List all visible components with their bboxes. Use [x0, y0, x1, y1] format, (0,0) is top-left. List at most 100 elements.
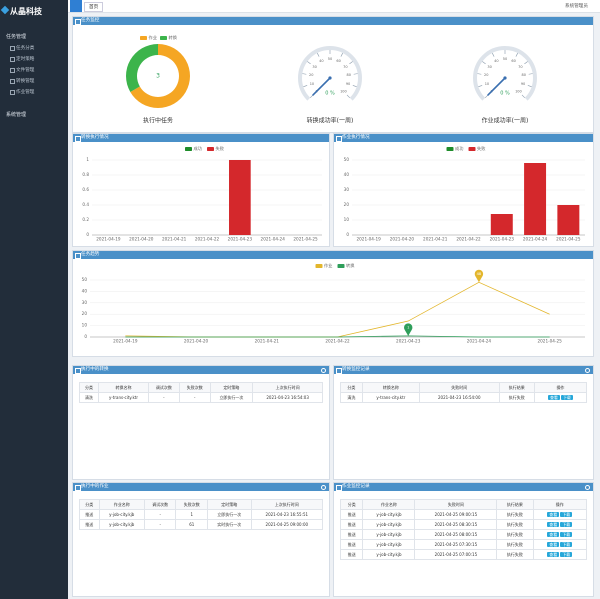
- action-button[interactable]: 查看: [547, 552, 560, 557]
- action-cell: 查看 下载: [532, 519, 588, 530]
- action-button[interactable]: 查看: [547, 542, 560, 547]
- table-cell: 2021-04-25 08:30:15: [414, 519, 498, 530]
- table-cell: 执行失败: [496, 509, 534, 520]
- submenu-item[interactable]: 作业管理: [9, 90, 35, 95]
- column-header: 调试次数: [147, 382, 180, 393]
- panel: 转换执行情况: [72, 133, 330, 247]
- table-cell: y-job-city.kjb: [362, 539, 416, 550]
- data-table: 分类 转换名称 调试次数 失败次数 定时策略 上次执行时间 清洗 y-trans-city.k…: [78, 382, 323, 403]
- table-cell: 推送: [339, 519, 364, 530]
- action-button[interactable]: 下载: [560, 552, 573, 557]
- column-header: 执行结果: [496, 499, 534, 510]
- sidebar: 从晶科技 任务管理 任务分类 定时策略 文件管理 转换管理 作业管理 系统管理: [0, 0, 68, 599]
- table-cell: 执行失败: [496, 539, 534, 550]
- table-cell: y-trans-city.ktr: [98, 392, 149, 403]
- table-cell: 实时执行一次: [207, 519, 252, 530]
- table-cell: y-job-city.kjb: [98, 509, 145, 520]
- table-cell: 2021-04-23 16:55:51: [250, 509, 324, 520]
- table-cell: y-job-city.kjb: [98, 519, 145, 530]
- action-button[interactable]: 查看: [547, 395, 560, 400]
- column-header: 操作: [533, 382, 588, 393]
- panel: 执行中的作业 分类 作业名称 调试次数 失败次数 定时策略 上次执行时间 推送 y-job-ci…: [72, 482, 330, 597]
- menu-item[interactable]: 系统管理: [6, 112, 27, 118]
- action-button[interactable]: 查看: [547, 532, 560, 537]
- action-button[interactable]: 下载: [560, 532, 573, 537]
- column-header: 转换名称: [361, 382, 420, 393]
- column-header: 上次执行时间: [252, 382, 323, 393]
- refresh-button[interactable]: [585, 367, 590, 373]
- table-cell: y-job-city.kjb: [362, 529, 416, 540]
- submenu-item[interactable]: 定时策略: [9, 57, 35, 62]
- table-cell: -: [178, 392, 211, 403]
- refresh-button[interactable]: [321, 484, 326, 490]
- action-button[interactable]: 下载: [560, 512, 573, 517]
- action-button[interactable]: 查看: [547, 522, 560, 527]
- column-header: 调试次数: [143, 499, 177, 510]
- submenu-item[interactable]: 文件管理: [9, 68, 35, 73]
- tab[interactable]: 首页: [84, 2, 104, 12]
- user-menu[interactable]: 系统管理员: [565, 4, 588, 9]
- column-header: 分类: [79, 499, 100, 510]
- column-header: 作业名称: [98, 499, 145, 510]
- menu-item[interactable]: 任务管理: [6, 34, 27, 40]
- table-row: 推送 y-job-city.kjb -61 实时执行一次 2021-04-25 09:0…: [79, 519, 324, 530]
- table-cell: y-job-city.kjb: [362, 509, 416, 520]
- action-cell: 查看 下载: [532, 509, 588, 520]
- panel-title: 任务趋势: [73, 251, 593, 259]
- column-header: 操作: [532, 499, 588, 510]
- table-cell: 推送: [79, 519, 100, 530]
- table-cell: 推送: [339, 539, 364, 550]
- table-row: 推送 y-job-city.kjb -1 立即执行一次 2021-04-23 16:55…: [79, 509, 324, 520]
- panel-title: 作业执行情况: [334, 134, 593, 142]
- table-cell: 执行失败: [496, 549, 534, 560]
- table-row: 推送 y-job-city.kjb 2021-04-25 08:00:15 执行失败查…: [339, 529, 588, 540]
- column-header: 分类: [78, 382, 100, 393]
- data-table: 分类 作业名称 失败时间 执行结果 操作 推送 y-job-city.kjb 2021-04-…: [339, 499, 588, 560]
- table-cell: -: [147, 392, 180, 403]
- column-header: 执行结果: [498, 382, 535, 393]
- table-cell: 2021-04-25 08:00:15: [414, 529, 498, 540]
- data-table: 分类 作业名称 调试次数 失败次数 定时策略 上次执行时间 推送 y-job-city.kjb…: [79, 499, 324, 530]
- table-cell: 推送: [339, 549, 364, 560]
- data-table: 分类 转换名称 失败时间 执行结果 操作 清洗 y-trans-city.ktr 2021-0…: [340, 382, 588, 403]
- logo: 从晶科技: [10, 7, 42, 16]
- table-cell: 61: [175, 519, 209, 530]
- panel-title: 转换执行情况: [73, 134, 329, 142]
- table-row: 推送 y-job-city.kjb 2021-04-25 08:30:15 执行失败查…: [339, 519, 588, 530]
- header-row: 分类 转换名称 失败时间 执行结果 操作: [340, 382, 588, 393]
- action-button[interactable]: 下载: [560, 542, 573, 547]
- table-cell: y-job-city.kjb: [362, 549, 416, 560]
- table-cell: 2021-04-25 07:00:15: [414, 549, 498, 560]
- action-button[interactable]: 下载: [560, 395, 573, 400]
- column-header: 分类: [340, 382, 363, 393]
- topbar: 首页 系统管理员: [68, 0, 600, 13]
- table-cell: 执行失败: [496, 519, 534, 530]
- column-header: 失败次数: [175, 499, 209, 510]
- menu-toggle[interactable]: [70, 0, 82, 12]
- table-cell: 立即执行一次: [209, 392, 254, 403]
- column-header: 定时策略: [207, 499, 252, 510]
- table-cell: 2021-04-25 09:00:15: [414, 509, 498, 520]
- refresh-button[interactable]: [585, 484, 590, 490]
- table-cell: 2021-04-25 07:30:15: [414, 539, 498, 550]
- refresh-button[interactable]: [321, 367, 326, 373]
- table-cell: 执行失败: [496, 529, 534, 540]
- header-row: 分类 作业名称 失败时间 执行结果 操作: [339, 499, 588, 510]
- action-button[interactable]: 查看: [547, 512, 560, 517]
- column-header: 转换名称: [98, 382, 149, 393]
- submenu-item[interactable]: 任务分类: [9, 46, 35, 51]
- table-row: 清洗 y-trans-city.ktr - - 立即执行一次 2021-04-23 16:…: [78, 392, 323, 403]
- column-header: 失败时间: [418, 382, 500, 393]
- panel: 转换监控记录分类 转换名称 失败时间 执行结果 操作 清洗 y-trans-city.ktr…: [333, 365, 594, 480]
- header-row: 分类 作业名称 调试次数 失败次数 定时策略 上次执行时间: [79, 499, 324, 510]
- table-row: 推送 y-job-city.kjb 2021-04-25 07:00:15 执行失败 查…: [339, 549, 588, 560]
- panel-title: 任务监控: [73, 17, 593, 25]
- column-header: 上次执行时间: [250, 499, 324, 510]
- panel-title: 转换监控记录: [334, 366, 593, 374]
- table-cell: 立即执行一次: [207, 509, 252, 520]
- action-button[interactable]: 下载: [560, 522, 573, 527]
- table-cell: 推送: [339, 509, 364, 520]
- submenu-item[interactable]: 转换管理: [9, 79, 35, 84]
- panel-title: 执行中的作业: [73, 483, 329, 491]
